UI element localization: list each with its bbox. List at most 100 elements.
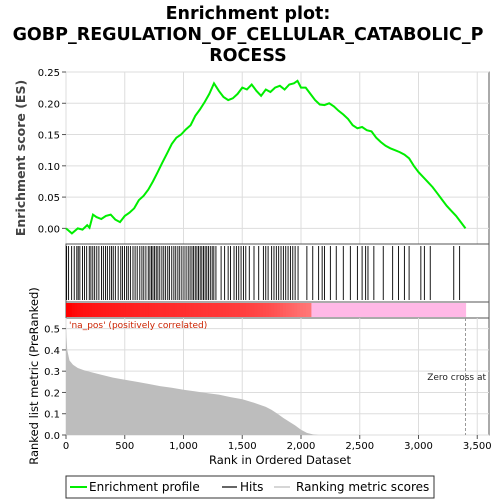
heatmap-cell xyxy=(202,303,207,317)
metric-y-tick-label: 0.0 xyxy=(44,431,60,442)
x-tick-label: 2,500 xyxy=(345,441,374,452)
heatmap-cell xyxy=(365,303,370,317)
legend: Enrichment profile Hits Ranking metric s… xyxy=(65,475,435,499)
heatmap-cell xyxy=(163,303,167,317)
heatmap-cell xyxy=(168,303,173,317)
x-tick-label: 2,000 xyxy=(287,441,316,452)
heatmap-cell xyxy=(85,303,90,317)
heatmap-cell xyxy=(165,303,170,317)
zero-cross-label: Zero cross at xyxy=(427,373,486,383)
heatmap-cell xyxy=(177,303,181,317)
metric-y-ticks: 0.0 0.1 0.2 0.3 0.4 0.5 xyxy=(44,325,66,442)
hits-panel xyxy=(65,243,490,303)
heatmap-cell xyxy=(134,303,138,317)
heatmap-cell xyxy=(143,303,147,317)
x-tick-label: 500 xyxy=(115,441,134,452)
heatmap-cell xyxy=(459,303,464,317)
rank-heatmap-bar xyxy=(65,301,490,319)
x-axis-title: Rank in Ordered Dataset xyxy=(209,453,352,467)
heatmap-cell xyxy=(462,303,467,317)
es-panel: 0.00 0.05 0.10 0.15 0.20 0.25 xyxy=(38,68,490,245)
chart-title: Enrichment plot: GOBP_REGULATION_OF_CELL… xyxy=(13,4,484,66)
heatmap-cell xyxy=(454,303,458,317)
heatmap-cell xyxy=(180,303,184,317)
es-grid xyxy=(65,71,489,244)
metric-y-tick-label: 0.3 xyxy=(44,367,60,378)
heatmap-cell xyxy=(280,303,284,317)
heatmap-cell xyxy=(97,303,101,317)
heatmap-cell xyxy=(354,303,358,317)
x-tick-label: 1,000 xyxy=(169,441,198,452)
heatmap-cell xyxy=(339,303,344,317)
heatmap-cell xyxy=(317,303,321,317)
heatmap-cell xyxy=(431,303,435,317)
es-y-tick-label: 0.00 xyxy=(38,224,60,235)
heatmap-cell xyxy=(379,303,384,317)
heatmap-cell xyxy=(425,303,430,317)
heatmap-cell xyxy=(374,303,378,317)
metric-y-tick-label: 0.2 xyxy=(44,388,60,399)
heatmap-cell xyxy=(237,303,241,317)
heatmap-cell xyxy=(277,303,281,317)
heatmap-cell xyxy=(288,303,293,317)
es-y-ticks: 0.00 0.05 0.10 0.15 0.20 0.25 xyxy=(38,68,66,235)
heatmap-cell xyxy=(91,303,96,317)
legend-metric-label: Ranking metric scores xyxy=(296,480,429,494)
heatmap-cell xyxy=(182,303,187,317)
heatmap-cell xyxy=(416,303,421,317)
ranking-metric-area xyxy=(66,328,466,435)
heatmap-cell xyxy=(271,303,275,317)
heatmap-cell xyxy=(274,303,278,317)
heatmap-cell xyxy=(83,303,87,317)
heatmap-cell xyxy=(405,303,410,317)
heatmap-cell xyxy=(445,303,449,317)
heatmap-cell xyxy=(197,303,201,317)
heatmap-cell xyxy=(305,303,310,317)
heatmap-cell xyxy=(385,303,390,317)
heatmap-cell xyxy=(174,303,178,317)
title-line-3: ROCESS xyxy=(209,46,287,66)
heatmap-cell xyxy=(257,303,261,317)
heatmap-cell xyxy=(448,303,452,317)
heatmap-cell xyxy=(228,303,233,317)
heatmap-cell xyxy=(382,303,387,317)
heatmap-cell xyxy=(157,303,161,317)
heatmap-cell xyxy=(362,303,367,317)
heatmap-cell xyxy=(442,303,447,317)
heatmap-cell xyxy=(137,303,141,317)
heatmap-cell xyxy=(342,303,347,317)
heatmap-cell xyxy=(217,303,221,317)
heatmap-cell xyxy=(108,303,113,317)
es-y-tick-label: 0.10 xyxy=(38,162,60,173)
heatmap-cell xyxy=(234,303,238,317)
heatmap-cell xyxy=(114,303,118,317)
heatmap-cell xyxy=(225,303,230,317)
heatmap-cell xyxy=(311,303,315,317)
heatmap-cell xyxy=(260,303,264,317)
heatmap-cell xyxy=(371,303,375,317)
heatmap-cell xyxy=(262,303,267,317)
heatmap-cell xyxy=(251,303,255,317)
heatmap-cell xyxy=(414,303,418,317)
heatmap-cells xyxy=(66,303,467,317)
heatmap-cell xyxy=(80,303,84,317)
heatmap-cell xyxy=(348,303,352,317)
heatmap-cell xyxy=(220,303,224,317)
heatmap-cell xyxy=(185,303,190,317)
heatmap-cell xyxy=(388,303,392,317)
heatmap-cell xyxy=(154,303,158,317)
heatmap-cell xyxy=(299,303,304,317)
heatmap-cell xyxy=(145,303,150,317)
x-axis-ticks: 0 500 1,000 1,500 2,000 2,500 3,000 3,500 xyxy=(63,435,492,452)
heatmap-cell xyxy=(439,303,444,317)
legend-frame xyxy=(65,475,435,499)
heatmap-cell xyxy=(268,303,273,317)
heatmap-cell xyxy=(240,303,244,317)
heatmap-cell xyxy=(77,303,81,317)
heatmap-cell xyxy=(334,303,338,317)
x-tick-label: 1,500 xyxy=(228,441,257,452)
heatmap-cell xyxy=(297,303,301,317)
metric-panel: 0.0 0.1 0.2 0.3 0.4 0.5 'na_pos' (positively … xyxy=(44,317,490,442)
es-y-axis-title: Enrichment score (ES) xyxy=(13,80,28,236)
heatmap-cell xyxy=(117,303,121,317)
